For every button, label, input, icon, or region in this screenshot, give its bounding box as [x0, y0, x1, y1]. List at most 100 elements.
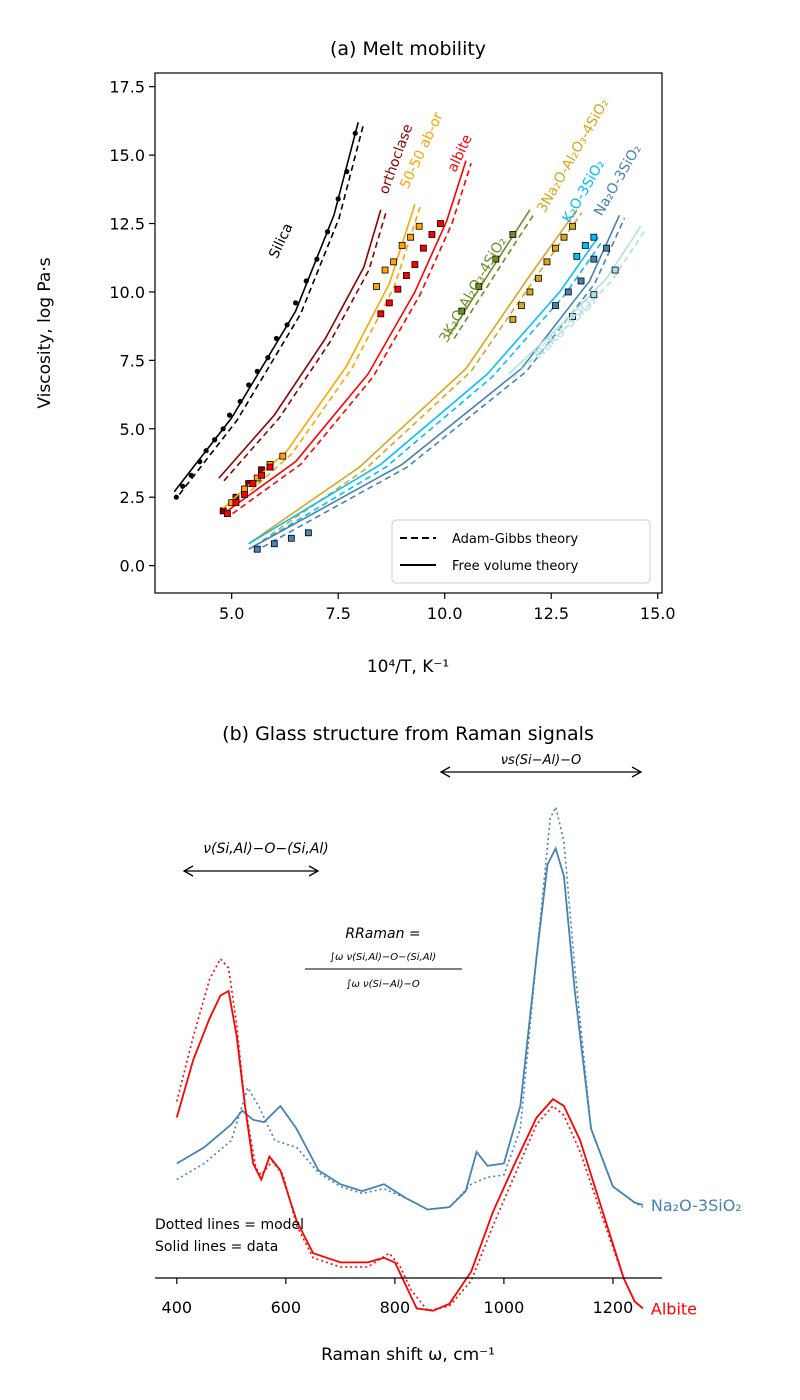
x-tick-label: 5.0	[219, 604, 244, 623]
x-tick-label: 12.5	[533, 604, 569, 623]
data-point	[492, 255, 500, 263]
raman-x-tick-label: 400	[162, 1298, 193, 1317]
data-point	[212, 437, 218, 443]
panel-a: (a) Melt mobility Silicaorthoclase50-50 …	[35, 38, 676, 677]
data-point	[258, 471, 265, 479]
data-point	[603, 244, 611, 252]
silica-adam-gibbs-line	[178, 124, 365, 495]
series-label-albite: albite	[445, 132, 476, 174]
data-point	[344, 168, 350, 175]
panel-b-series: Na₂O-3SiO₂ Albite	[175, 804, 742, 1318]
data-point	[284, 322, 290, 328]
data-point	[458, 307, 466, 315]
na2o-3sio2-adam-gibbs-line	[253, 217, 626, 553]
x-tick-label: 10.0	[427, 604, 463, 623]
panel-a-y-label: Viscosity, log Pa·s	[35, 257, 55, 408]
data-point	[535, 274, 542, 282]
panel-a-x-ticks: 5.0 7.5 10.0 12.5 15.0	[219, 593, 676, 623]
raman-x-tick-label: 1000	[484, 1298, 525, 1317]
legend-entry-adam-gibbs: Adam-Gibbs theory	[452, 532, 578, 547]
legend: Adam-Gibbs theory Free volume theory	[391, 519, 651, 584]
data-point	[246, 382, 252, 388]
y-tick-label: 0.0	[120, 557, 145, 576]
data-point	[232, 499, 240, 507]
panel-b-title: (b) Glass structure from Raman signals	[222, 723, 594, 745]
data-point	[590, 233, 598, 241]
data-point	[415, 222, 423, 230]
data-point	[437, 220, 444, 227]
data-point	[569, 313, 576, 320]
data-point	[273, 335, 280, 342]
data-point	[420, 244, 427, 252]
raman-series-albite: Albite	[175, 957, 697, 1318]
note-solid: Solid lines = data	[155, 1239, 278, 1255]
3k2o-al2o3-4sio2-adam-gibbs-line	[453, 212, 536, 339]
orthoclase-free-volume-line	[218, 209, 382, 479]
panel-a-y-ticks: 0.0 2.5 5.0 7.5 10.0 12.5 15.0 17.5	[109, 78, 155, 576]
raman-series-label-albite: Albite	[651, 1299, 697, 1318]
tetra-annotation: ν(Si,Al)−O−(Si,Al)	[203, 841, 329, 857]
data-point	[509, 315, 517, 323]
data-point	[552, 302, 559, 310]
data-point	[569, 222, 576, 230]
series-nako-3sio2: NaKO-3SiO₂	[508, 225, 647, 378]
tetra-arrow-heads	[182, 865, 320, 877]
data-point	[314, 256, 320, 262]
panel-a-frame	[154, 72, 663, 594]
data-point	[402, 272, 410, 279]
data-point	[428, 231, 436, 238]
data-point	[373, 283, 380, 290]
data-point	[398, 242, 406, 249]
data-point	[173, 494, 179, 500]
panel-a-title: (a) Melt mobility	[330, 38, 486, 60]
data-point	[324, 229, 331, 235]
series-label-3k2o-al2o3-4sio2: 3K₂O-Al₂O₃-4SiO₂	[437, 234, 510, 345]
data-point	[552, 244, 559, 252]
y-tick-label: 7.5	[120, 351, 145, 370]
y-tick-label: 2.5	[120, 488, 145, 507]
legend-entry-free-volume: Free volume theory	[452, 559, 579, 574]
data-point	[509, 231, 517, 238]
note-dotted: Dotted lines = model	[155, 1217, 304, 1233]
data-point	[197, 459, 203, 465]
data-point	[249, 480, 257, 487]
series-albite: albite	[224, 132, 476, 518]
data-point	[254, 368, 260, 374]
panel-b-x-label: Raman shift ω, cm⁻¹	[321, 1345, 495, 1365]
series-3k2o-al2o3-4sio2: 3K₂O-Al₂O₃-4SiO₂	[437, 209, 536, 345]
nako-3sio2-free-volume-line	[508, 225, 642, 375]
data-point	[266, 463, 274, 471]
series-k2o-3sio2: K₂O-3SiO₂	[248, 157, 608, 548]
y-tick-label: 17.5	[109, 78, 145, 97]
3na2o-al2o3-4sio2-free-volume-line	[248, 209, 578, 545]
data-point	[270, 540, 278, 548]
data-point	[390, 258, 397, 266]
data-point	[411, 261, 419, 268]
data-point	[475, 283, 483, 290]
data-point	[279, 452, 287, 460]
data-point	[237, 398, 243, 405]
raman-x-tick-label: 600	[271, 1298, 302, 1317]
data-point	[292, 300, 299, 306]
data-point	[543, 258, 551, 266]
x-tick-label: 15.0	[640, 604, 676, 623]
data-point	[220, 426, 226, 432]
data-point	[394, 285, 402, 293]
na2o-3sio2-data-line	[176, 845, 644, 1211]
legend-box	[391, 519, 651, 584]
panel-b: (b) Glass structure from Raman signals N…	[155, 723, 742, 1365]
data-point	[381, 266, 389, 274]
stretch-annotation: νs(Si−Al)−O	[501, 753, 582, 768]
ratio-denominator: ∫ω ν(Si−Al)−O	[346, 979, 420, 990]
data-point	[203, 448, 209, 454]
data-point	[335, 196, 341, 202]
albite-model-line	[176, 957, 644, 1312]
raman-series-na2o-3sio2: Na₂O-3SiO₂	[176, 804, 742, 1215]
data-point	[304, 529, 312, 537]
data-point	[224, 510, 231, 518]
y-tick-label: 15.0	[109, 146, 145, 165]
data-point	[590, 291, 598, 299]
data-point	[377, 310, 385, 318]
data-point	[526, 288, 534, 296]
50-50-ab-or-adam-gibbs-line	[227, 206, 421, 512]
